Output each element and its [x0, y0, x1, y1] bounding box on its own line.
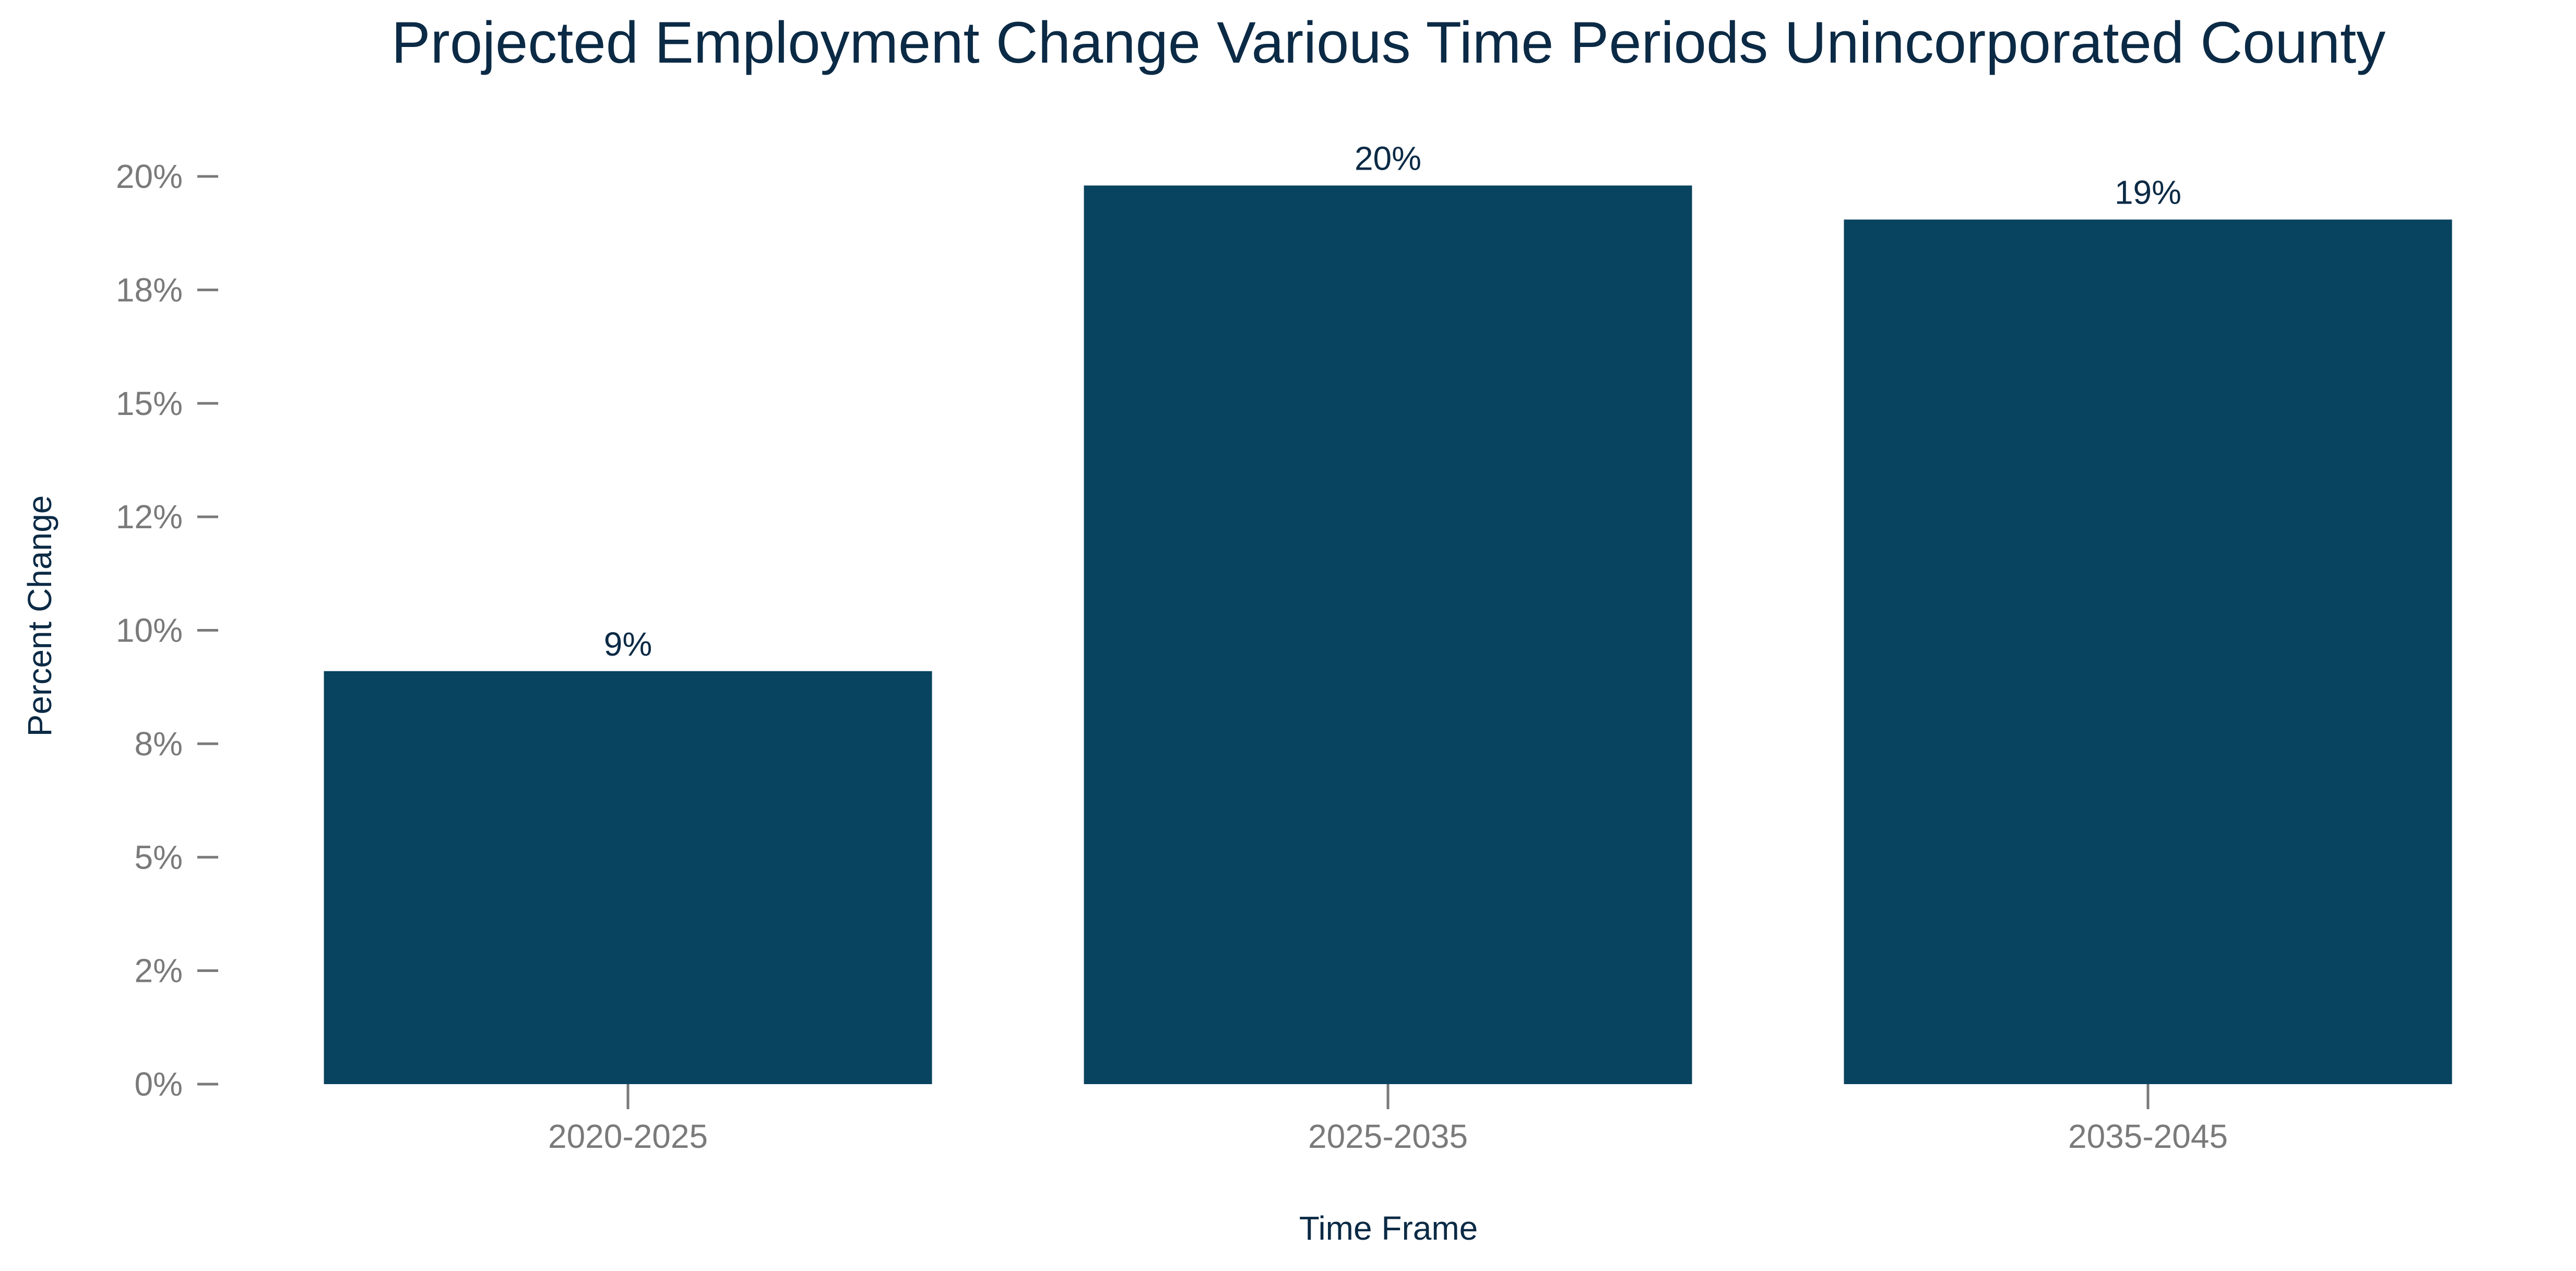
y-tick-label: 2% — [135, 952, 183, 990]
bars — [324, 185, 2452, 1084]
data-labels: 9% 20% 19% — [604, 139, 2181, 662]
x-tick-label: 2025-2035 — [1308, 1118, 1468, 1155]
x-axis: 2020-2025 2025-2035 2035-2045 — [548, 1084, 2228, 1155]
y-axis-title: Percent Change — [21, 495, 58, 737]
y-tick-label: 12% — [116, 498, 183, 536]
y-tick-label: 18% — [116, 271, 183, 308]
y-tick-label: 10% — [116, 612, 183, 649]
y-tick-label: 8% — [135, 725, 183, 763]
bar — [1084, 185, 1692, 1084]
y-tick-label: 5% — [135, 838, 183, 876]
bar-data-label: 9% — [604, 625, 652, 663]
y-tick-label: 20% — [116, 158, 183, 195]
x-tick-label: 2020-2025 — [548, 1118, 708, 1155]
y-tick-label: 15% — [116, 385, 183, 422]
chart-title: Projected Employment Change Various Time… — [391, 10, 2385, 75]
y-axis: 0% 2% 5% 8% 10% 12% 15% 18% 20% — [116, 158, 218, 1103]
x-axis-title: Time Frame — [1299, 1209, 1478, 1247]
x-tick-label: 2035-2045 — [2068, 1118, 2228, 1155]
bar-data-label: 20% — [1355, 139, 1421, 177]
bar — [1844, 219, 2452, 1084]
bar-data-label: 19% — [2115, 174, 2181, 211]
y-tick-label: 0% — [135, 1065, 183, 1103]
bar — [324, 671, 932, 1084]
